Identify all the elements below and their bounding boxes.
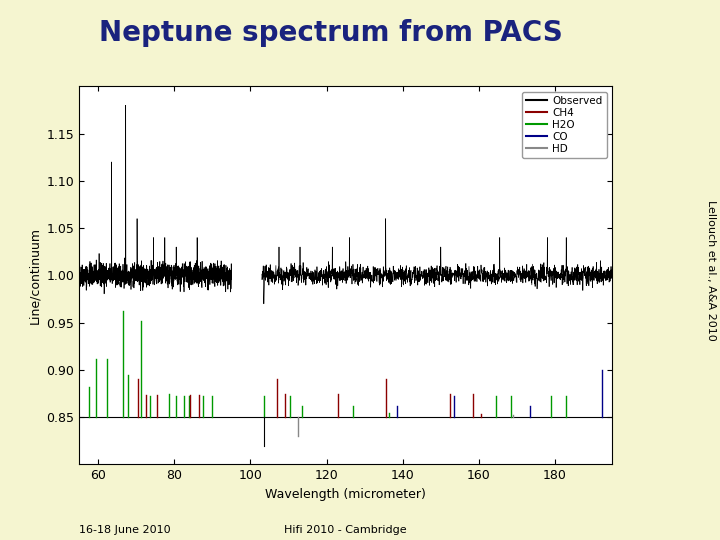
Y-axis label: Line/continuum: Line/continuum [28,227,41,324]
X-axis label: Wavelength (micrometer): Wavelength (micrometer) [265,488,426,501]
Text: Neptune spectrum from PACS: Neptune spectrum from PACS [99,19,563,47]
Legend: Observed, CH4, H2O, CO, HD: Observed, CH4, H2O, CO, HD [522,92,607,158]
Text: Hifi 2010 - Cambridge: Hifi 2010 - Cambridge [284,524,407,535]
Text: Lellouch et al., A&A 2010: Lellouch et al., A&A 2010 [706,200,716,340]
Text: 16-18 June 2010: 16-18 June 2010 [79,524,171,535]
